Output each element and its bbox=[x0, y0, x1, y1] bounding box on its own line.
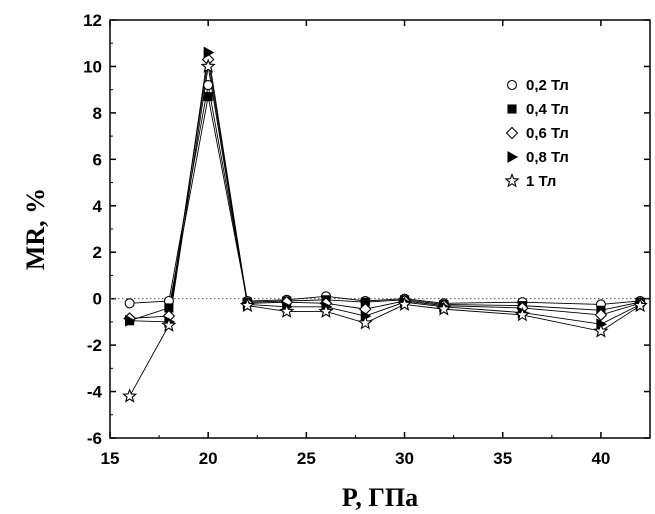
y-tick-label: 0 bbox=[93, 290, 102, 309]
legend-label: 0,8 Тл bbox=[526, 149, 569, 166]
y-tick-label: -2 bbox=[87, 336, 102, 355]
legend-label: 0,4 Тл bbox=[526, 101, 569, 118]
x-axis-title: P, ГПа bbox=[342, 483, 418, 512]
x-tick-label: 30 bbox=[395, 449, 414, 468]
y-tick-label: 6 bbox=[93, 150, 102, 169]
y-tick-label: 8 bbox=[93, 104, 102, 123]
y-axis-title: MR, % bbox=[21, 188, 50, 270]
legend-item: 1 Тл bbox=[504, 172, 556, 190]
y-tick-label: -4 bbox=[87, 383, 103, 402]
legend-label: 1 Тл bbox=[526, 173, 556, 190]
data-point bbox=[200, 58, 216, 73]
legend-label: 0,6 Тл bbox=[526, 125, 569, 142]
series-2 bbox=[129, 96, 641, 322]
x-tick-label: 20 bbox=[199, 449, 218, 468]
legend-marker bbox=[505, 126, 519, 140]
x-tick-label: 40 bbox=[591, 449, 610, 468]
data-point bbox=[279, 303, 295, 318]
series-line bbox=[129, 84, 641, 305]
series-3 bbox=[129, 59, 641, 319]
y-tick-label: 10 bbox=[83, 57, 102, 76]
legend-marker bbox=[507, 104, 517, 114]
legend-marker bbox=[506, 79, 518, 91]
y-tick-label: 2 bbox=[93, 243, 102, 262]
data-point bbox=[632, 297, 648, 313]
legend-marker bbox=[507, 151, 519, 163]
data-point bbox=[161, 317, 177, 332]
data-point bbox=[124, 298, 135, 309]
data-point bbox=[125, 314, 136, 327]
series-line bbox=[129, 52, 641, 325]
data-point bbox=[436, 301, 452, 316]
x-tick-label: 25 bbox=[297, 449, 316, 468]
data-point bbox=[593, 323, 609, 338]
series-line bbox=[129, 96, 641, 322]
legend: 0,2 Тл 0,4 Тл 0,6 Тл 0,8 Тл 1 Тл bbox=[504, 77, 569, 190]
data-point bbox=[122, 388, 138, 403]
axes: -6 -4 -2 0 2 4 6 8 10 12 15 20 25 30 35 40 bbox=[83, 11, 651, 468]
series-line bbox=[129, 59, 641, 319]
legend-item: 0,6 Тл bbox=[505, 125, 569, 142]
data-point bbox=[594, 308, 608, 322]
series-5 bbox=[129, 66, 641, 397]
data-point bbox=[203, 79, 214, 91]
data-point bbox=[357, 315, 373, 330]
series-1 bbox=[129, 84, 641, 305]
series-line bbox=[129, 66, 641, 397]
series-group bbox=[122, 46, 648, 403]
data-point bbox=[203, 92, 213, 102]
legend-marker bbox=[504, 172, 520, 188]
series-5-points bbox=[122, 58, 648, 403]
data-point bbox=[396, 296, 413, 311]
legend-item: 0,2 Тл bbox=[506, 77, 569, 94]
y-tick-label: -6 bbox=[87, 429, 102, 448]
legend-item: 0,8 Тл bbox=[507, 149, 569, 166]
x-tick-label: 15 bbox=[101, 449, 120, 468]
data-point bbox=[239, 297, 256, 313]
data-point bbox=[318, 303, 334, 318]
legend-item: 0,4 Тл bbox=[507, 101, 569, 118]
legend-label: 0,2 Тл bbox=[526, 77, 569, 94]
plot-frame bbox=[109, 19, 651, 439]
x-tick-label: 35 bbox=[493, 449, 512, 468]
y-tick-label: 12 bbox=[83, 11, 102, 30]
data-point bbox=[203, 46, 215, 59]
y-tick-label: 4 bbox=[93, 197, 103, 216]
series-4 bbox=[129, 52, 641, 325]
data-point bbox=[514, 306, 530, 322]
